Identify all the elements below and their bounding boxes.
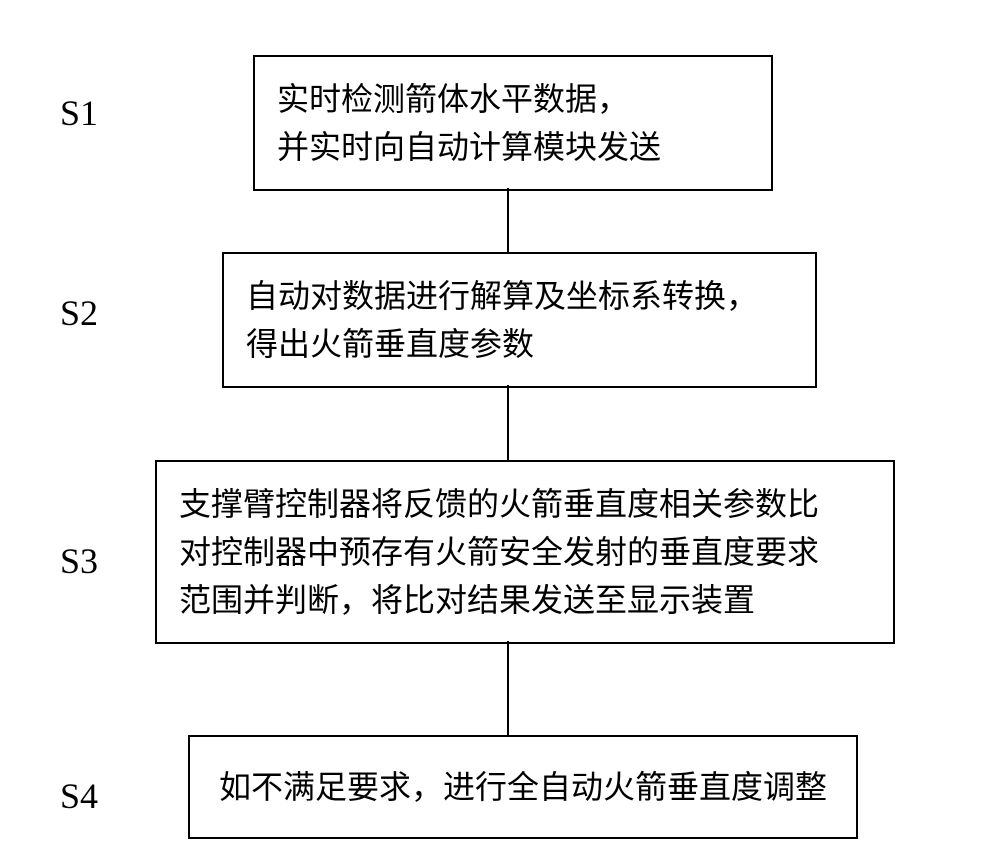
step-s3-line3: 范围并判断，将比对结果发送至显示装置 [179,576,871,624]
step-s3-line1: 支撑臂控制器将反馈的火箭垂直度相关参数比 [179,480,871,528]
step-box-s2: 自动对数据进行解算及坐标系转换， 得出火箭垂直度参数 [222,252,817,388]
connector-s2-s3 [507,385,509,460]
step-label-s2: S2 [60,292,98,334]
step-s3-line2: 对控制器中预存有火箭安全发射的垂直度要求 [179,528,871,576]
step-box-s4: 如不满足要求，进行全自动火箭垂直度调整 [188,735,858,839]
step-box-s1: 实时检测箭体水平数据， 并实时向自动计算模块发送 [253,55,773,191]
step-label-s4: S4 [60,775,98,817]
step-label-s1: S1 [60,92,98,134]
connector-s1-s2 [507,188,509,252]
step-box-s3: 支撑臂控制器将反馈的火箭垂直度相关参数比 对控制器中预存有火箭安全发射的垂直度要… [155,460,895,644]
step-s1-line2: 并实时向自动计算模块发送 [277,123,749,171]
step-label-s3: S3 [60,540,98,582]
connector-s3-s4 [507,641,509,735]
step-s1-line1: 实时检测箭体水平数据， [277,75,749,123]
step-s2-line2: 得出火箭垂直度参数 [246,320,793,368]
step-s4-line1: 如不满足要求，进行全自动火箭垂直度调整 [212,763,834,811]
step-s2-line1: 自动对数据进行解算及坐标系转换， [246,272,793,320]
